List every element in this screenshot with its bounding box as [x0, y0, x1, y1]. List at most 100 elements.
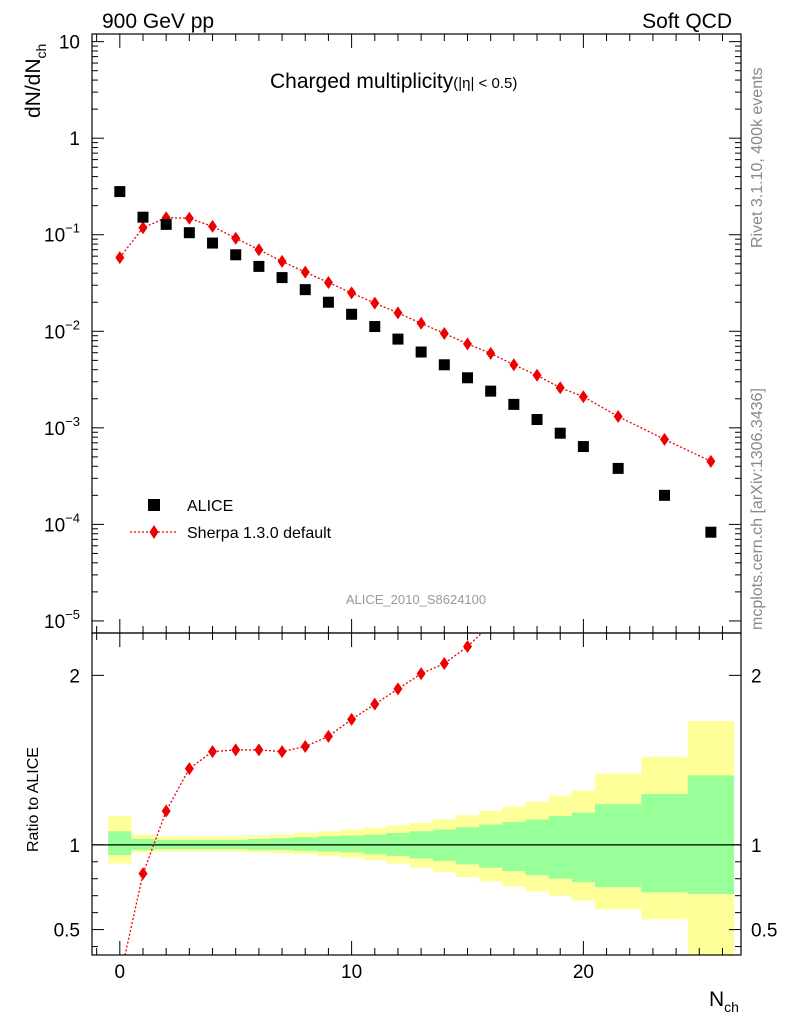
ratio-sherpa-point — [323, 729, 333, 743]
alice-point — [276, 272, 288, 284]
top-ytick-label: 10−3 — [44, 414, 80, 440]
ratio-frame — [91, 632, 742, 956]
sherpa-point — [613, 410, 623, 424]
ratio-sherpa-point — [393, 682, 403, 696]
sherpa-point — [208, 219, 218, 233]
alice-point — [183, 227, 195, 239]
sherpa-point — [532, 368, 542, 382]
alice-point — [114, 186, 126, 198]
top-ytick-label: 10−5 — [44, 607, 80, 633]
top-ylabel-main: dN/dN — [22, 58, 45, 118]
xlabel-main: N — [709, 988, 724, 1011]
ratio-band-inner — [479, 824, 503, 868]
ratio-panel-axes: 0.5 0.51 12 20 10 20 — [54, 632, 777, 983]
top-ytick-label: 10−1 — [44, 221, 80, 247]
xtick-label: 20 — [573, 962, 594, 983]
ratio-band-inner — [293, 837, 317, 851]
alice-point — [577, 441, 589, 453]
xtick-label: 0 — [115, 962, 126, 983]
alice-point — [554, 427, 566, 439]
top-panel-axes: 10−5 10−4 10−3 10−2 10−1 1 10 — [44, 33, 742, 634]
alice-point — [705, 526, 717, 538]
sherpa-point — [370, 296, 380, 310]
alice-point — [531, 414, 543, 426]
ratio-sherpa-point — [300, 740, 310, 754]
ratio-band-inner — [340, 835, 364, 853]
ratio-band-inner — [687, 775, 735, 894]
alice-point — [485, 385, 497, 397]
alice-point — [322, 296, 334, 308]
ratio-sherpa-point — [347, 712, 357, 726]
ratio-band-inner — [548, 816, 572, 879]
ratio-band-inner — [270, 838, 294, 850]
alice-point — [346, 308, 358, 320]
xlabel-sub: ch — [724, 999, 739, 1015]
ratio-band-inner — [502, 821, 526, 872]
ratio-ytick-label-right: 2 — [751, 666, 762, 687]
header-right: Soft QCD — [642, 10, 732, 33]
alice-point — [207, 237, 219, 249]
mcplots-label: mcplots.cern.ch [arXiv:1306.3436] — [749, 388, 766, 630]
sherpa-point — [138, 221, 148, 235]
alice-point — [659, 489, 671, 501]
analysis-watermark: ALICE_2010_S8624100 — [346, 592, 486, 607]
top-ytick-label: 10 — [59, 33, 80, 54]
sherpa-point — [277, 254, 287, 268]
rivet-version-label: Rivet 3.1.10, 400k events — [749, 67, 766, 248]
ratio-sherpa-point — [254, 743, 264, 757]
top-ytick-label: 10−4 — [44, 510, 80, 536]
ratio-band-inner — [594, 804, 642, 888]
sherpa-point — [323, 276, 333, 290]
sherpa-point — [347, 286, 357, 300]
header-left: 900 GeV pp — [102, 10, 214, 33]
top-ytick-label: 1 — [69, 129, 80, 150]
top-ytick-label: 10−2 — [44, 317, 80, 343]
ratio-sherpa-point — [161, 804, 171, 818]
sherpa-point — [300, 265, 310, 279]
ratio-band-inner — [641, 794, 688, 893]
ratio-sherpa-point — [277, 745, 287, 759]
sherpa-point — [254, 243, 264, 257]
ratio-ytick-label-right: 0.5 — [751, 921, 777, 942]
ratio-band-inner — [571, 812, 595, 883]
ratio-ytick-label: 0.5 — [54, 921, 80, 942]
ratio-sherpa-point — [416, 667, 426, 681]
sherpa-point — [509, 358, 519, 372]
alice-point — [415, 346, 427, 358]
top-panel-content — [114, 186, 717, 538]
alice-point — [461, 372, 473, 384]
chart-title: Charged multiplicity(|η| < 0.5) — [270, 70, 517, 93]
ratio-band-inner — [455, 827, 480, 865]
sherpa-point — [660, 432, 670, 446]
ratio-sherpa-point — [370, 697, 380, 711]
alice-point — [438, 359, 450, 371]
ratio-panel-content — [92, 633, 741, 955]
alice-point — [253, 260, 265, 272]
xlabel: Nch — [709, 988, 739, 1015]
sherpa-point — [706, 454, 716, 468]
ratio-ytick-label-right: 1 — [751, 836, 762, 857]
top-frame — [91, 33, 742, 634]
sherpa-point — [115, 251, 125, 265]
top-ylabel-sub: ch — [33, 44, 49, 59]
ratio-band-inner — [108, 831, 132, 856]
legend-label-alice: ALICE — [187, 498, 233, 515]
ratio-band-inner — [316, 836, 341, 852]
legend-marker-alice — [148, 499, 160, 511]
alice-point — [612, 462, 624, 474]
sherpa-point — [578, 390, 588, 404]
ratio-ylabel: Ratio to ALICE — [25, 747, 42, 852]
top-ylabel: dN/dNch — [22, 44, 49, 118]
alice-point — [369, 321, 381, 333]
ratio-sherpa-point — [462, 640, 472, 654]
chart-title-suffix: (|η| < 0.5) — [453, 75, 517, 92]
sherpa-point — [462, 337, 472, 351]
ratio-ytick-label: 2 — [69, 666, 80, 687]
sherpa-point — [439, 326, 449, 340]
ratio-sherpa-point — [439, 657, 449, 671]
sherpa-point — [416, 316, 426, 330]
ratio-band-inner — [525, 819, 549, 876]
ratio-sherpa-point — [231, 743, 241, 757]
sherpa-point — [231, 231, 241, 245]
